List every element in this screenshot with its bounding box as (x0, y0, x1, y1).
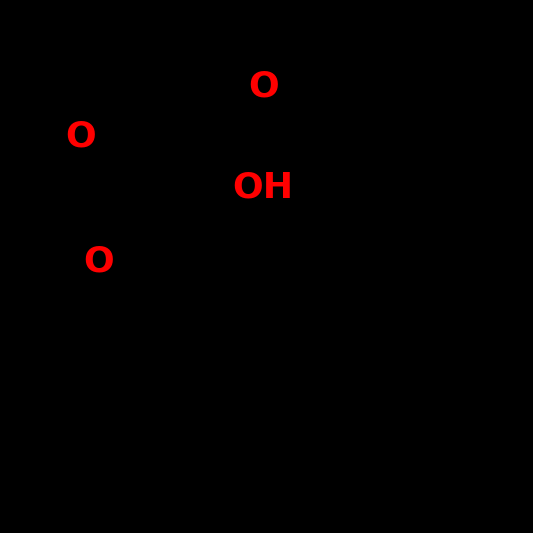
Text: O: O (248, 69, 279, 103)
Text: O: O (65, 120, 96, 154)
Text: O: O (84, 245, 114, 278)
Text: OH: OH (233, 171, 294, 205)
